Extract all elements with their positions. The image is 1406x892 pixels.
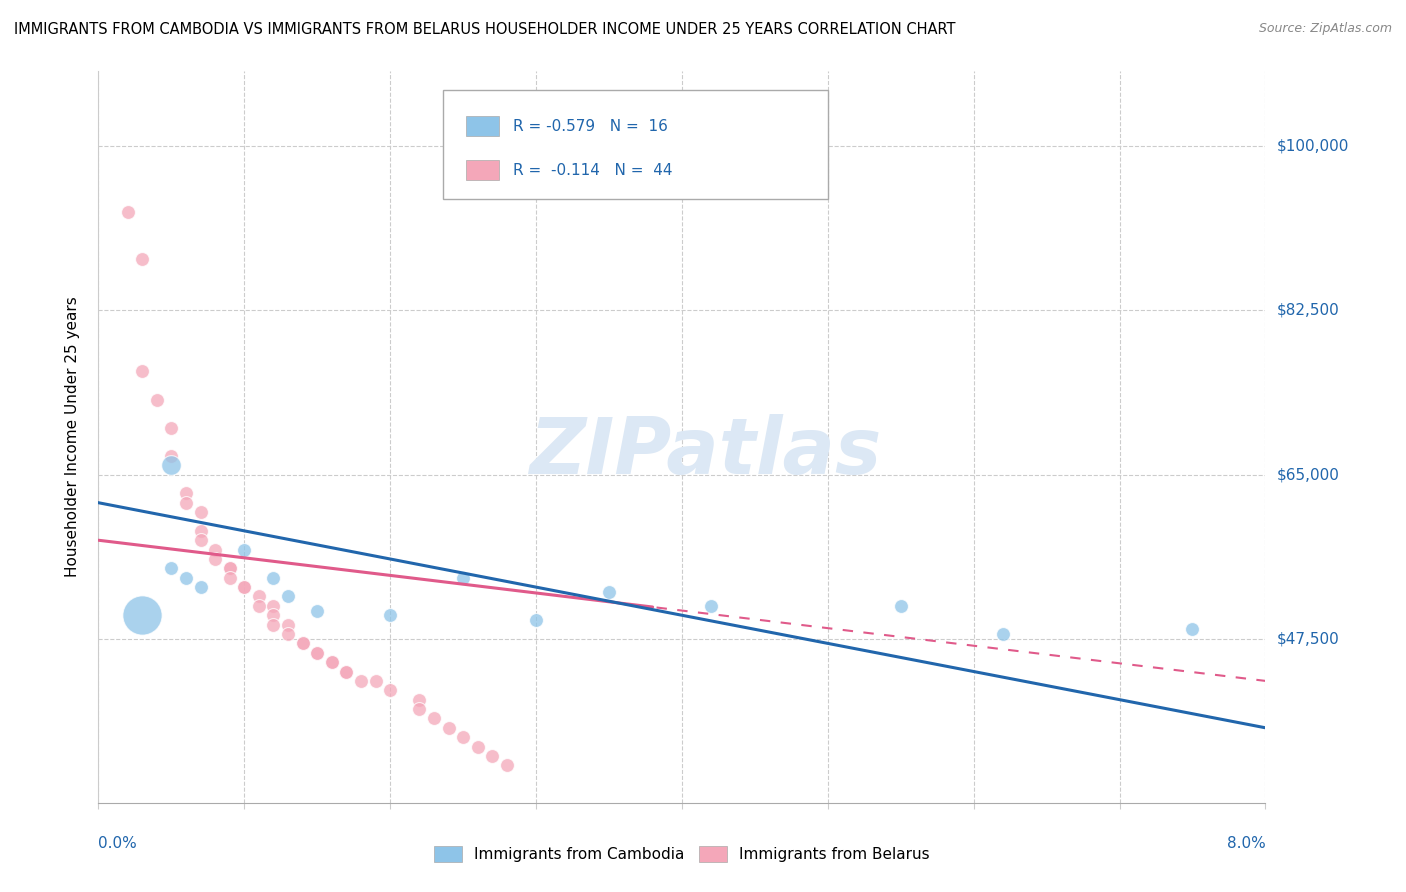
Point [262, 617, 284, 632]
Point [277, 590, 299, 604]
Point [233, 542, 256, 557]
Point [233, 580, 256, 594]
Text: IMMIGRANTS FROM CAMBODIA VS IMMIGRANTS FROM BELARUS HOUSEHOLDER INCOME UNDER 25 : IMMIGRANTS FROM CAMBODIA VS IMMIGRANTS F… [14, 22, 956, 37]
Point [174, 496, 197, 510]
Point [160, 561, 183, 575]
Point [190, 533, 212, 548]
Point [350, 673, 373, 688]
Point [204, 552, 226, 566]
Point [437, 721, 460, 735]
Point [321, 655, 343, 669]
Point [700, 599, 723, 613]
Point [146, 392, 169, 407]
Point [218, 571, 240, 585]
Point [335, 665, 357, 679]
Text: ZIPatlas: ZIPatlas [529, 414, 882, 490]
Point [262, 599, 284, 613]
Point [524, 613, 547, 627]
Text: 0.0%: 0.0% [98, 836, 138, 851]
Point [160, 458, 183, 473]
FancyBboxPatch shape [443, 90, 828, 200]
Point [1181, 623, 1204, 637]
Point [307, 646, 329, 660]
Point [204, 542, 226, 557]
Text: $82,500: $82,500 [1277, 303, 1340, 318]
Point [190, 580, 212, 594]
Point [174, 571, 197, 585]
FancyBboxPatch shape [465, 116, 499, 136]
Legend: Immigrants from Cambodia, Immigrants from Belarus: Immigrants from Cambodia, Immigrants fro… [427, 840, 936, 868]
Point [117, 205, 139, 219]
Y-axis label: Householder Income Under 25 years: Householder Income Under 25 years [65, 297, 80, 577]
Point [451, 730, 474, 744]
Text: R = -0.579   N =  16: R = -0.579 N = 16 [513, 119, 668, 134]
Point [321, 655, 343, 669]
Point [262, 608, 284, 623]
Point [364, 673, 387, 688]
Text: Source: ZipAtlas.com: Source: ZipAtlas.com [1258, 22, 1392, 36]
Point [380, 608, 402, 623]
Point [262, 571, 284, 585]
Point [190, 505, 212, 519]
Point [131, 364, 153, 378]
Point [408, 692, 430, 706]
Point [467, 739, 489, 754]
Point [291, 636, 314, 650]
Point [277, 617, 299, 632]
Text: 8.0%: 8.0% [1226, 836, 1265, 851]
Point [451, 571, 474, 585]
Point [307, 603, 329, 617]
Point [160, 420, 183, 434]
Point [890, 599, 912, 613]
Point [481, 748, 503, 763]
Point [991, 627, 1014, 641]
Point [380, 683, 402, 698]
Point [131, 608, 153, 623]
Point [307, 646, 329, 660]
Point [218, 561, 240, 575]
Point [598, 584, 620, 599]
Point [291, 636, 314, 650]
Point [174, 486, 197, 500]
FancyBboxPatch shape [465, 160, 499, 180]
Text: $47,500: $47,500 [1277, 632, 1340, 646]
Point [423, 711, 446, 725]
Point [335, 665, 357, 679]
Point [131, 252, 153, 266]
Point [408, 702, 430, 716]
Text: $65,000: $65,000 [1277, 467, 1340, 482]
Point [160, 449, 183, 463]
Point [496, 758, 519, 772]
Text: $100,000: $100,000 [1277, 139, 1348, 154]
Point [190, 524, 212, 538]
Point [247, 599, 270, 613]
Point [277, 627, 299, 641]
Point [247, 590, 270, 604]
Point [218, 561, 240, 575]
Point [233, 580, 256, 594]
Text: R =  -0.114   N =  44: R = -0.114 N = 44 [513, 162, 672, 178]
